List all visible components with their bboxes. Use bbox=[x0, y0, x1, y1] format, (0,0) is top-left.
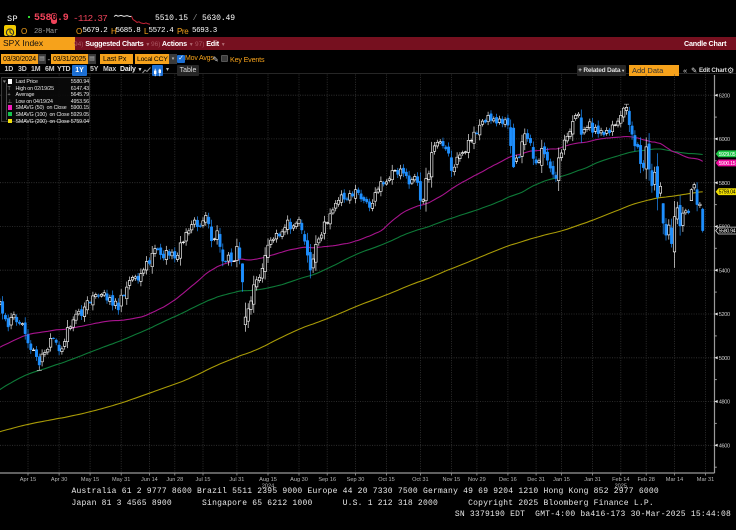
svg-text:Oct 15: Oct 15 bbox=[378, 477, 394, 483]
svg-text:Dec 16: Dec 16 bbox=[499, 477, 517, 483]
svg-text:5400: 5400 bbox=[719, 268, 730, 274]
svg-text:4800: 4800 bbox=[719, 400, 730, 406]
svg-text:Jun 14: Jun 14 bbox=[141, 477, 158, 483]
svg-text:5580.94: 5580.94 bbox=[719, 229, 736, 235]
svg-text:2024: 2024 bbox=[262, 483, 274, 489]
svg-text:Jan 15: Jan 15 bbox=[553, 477, 570, 483]
svg-text:5800: 5800 bbox=[719, 181, 730, 187]
svg-text:6000: 6000 bbox=[719, 137, 730, 143]
svg-text:Aug 15: Aug 15 bbox=[259, 477, 277, 483]
svg-text:Sep 16: Sep 16 bbox=[318, 477, 336, 483]
svg-text:Apr 30: Apr 30 bbox=[51, 477, 67, 483]
svg-text:Nov 15: Nov 15 bbox=[443, 477, 461, 483]
svg-text:5929.05: 5929.05 bbox=[719, 152, 736, 158]
svg-text:Oct 31: Oct 31 bbox=[412, 477, 428, 483]
svg-text:6200: 6200 bbox=[719, 93, 730, 99]
svg-text:Nov 29: Nov 29 bbox=[468, 477, 486, 483]
svg-text:Jan 31: Jan 31 bbox=[584, 477, 601, 483]
svg-text:Aug 30: Aug 30 bbox=[290, 477, 308, 483]
svg-text:2025: 2025 bbox=[615, 483, 627, 489]
svg-text:5759.04: 5759.04 bbox=[719, 190, 736, 196]
svg-text:Mar 14: Mar 14 bbox=[666, 477, 683, 483]
svg-text:Jun 28: Jun 28 bbox=[166, 477, 183, 483]
svg-text:May 31: May 31 bbox=[112, 477, 130, 483]
svg-text:Mar 31: Mar 31 bbox=[697, 477, 714, 483]
svg-text:Jul 31: Jul 31 bbox=[229, 477, 244, 483]
svg-text:May 15: May 15 bbox=[81, 477, 99, 483]
svg-text:Apr 15: Apr 15 bbox=[20, 477, 36, 483]
svg-text:5000: 5000 bbox=[719, 356, 730, 362]
svg-text:Dec 31: Dec 31 bbox=[527, 477, 545, 483]
svg-text:Feb 28: Feb 28 bbox=[637, 477, 654, 483]
svg-text:Feb 14: Feb 14 bbox=[612, 477, 629, 483]
svg-text:Jul 15: Jul 15 bbox=[196, 477, 211, 483]
svg-text:5200: 5200 bbox=[719, 312, 730, 318]
svg-text:4600: 4600 bbox=[719, 443, 730, 449]
svg-text:Sep 30: Sep 30 bbox=[347, 477, 365, 483]
svg-text:5900.15: 5900.15 bbox=[719, 161, 736, 167]
